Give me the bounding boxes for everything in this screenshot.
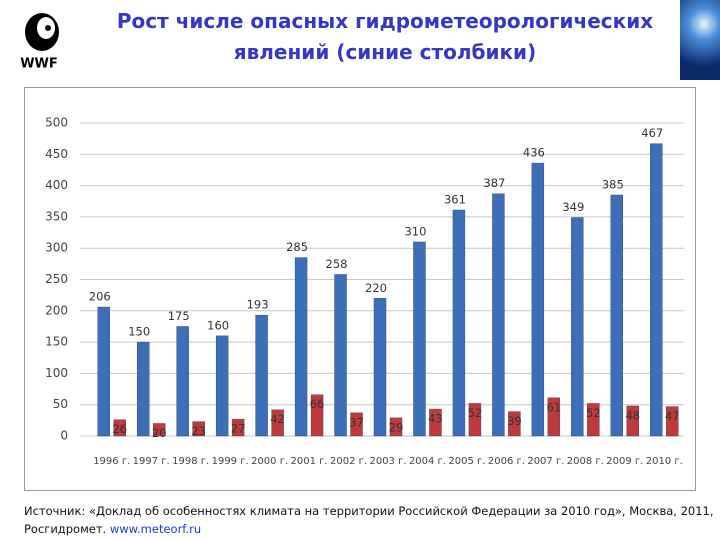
x-tick-label: 2006 г. bbox=[488, 456, 525, 467]
source-link[interactable]: www.meteorf.ru bbox=[109, 522, 202, 536]
x-tick-label: 2001 г. bbox=[291, 456, 328, 467]
y-tick-label: 250 bbox=[45, 272, 68, 286]
bar bbox=[373, 298, 387, 437]
bar bbox=[271, 409, 284, 437]
x-tick-label: 2005 г. bbox=[448, 456, 485, 467]
data-label: 42 bbox=[270, 412, 285, 426]
data-label: 385 bbox=[602, 177, 624, 191]
bar bbox=[587, 403, 600, 437]
data-label: 387 bbox=[483, 176, 505, 190]
bar bbox=[547, 397, 561, 437]
bar bbox=[468, 403, 482, 437]
data-label: 37 bbox=[349, 415, 364, 429]
y-tick-label: 350 bbox=[45, 209, 68, 223]
data-label: 43 bbox=[428, 412, 443, 426]
source-text: Источник: «Доклад об особенностях климат… bbox=[24, 504, 714, 536]
data-label: 26 bbox=[112, 422, 127, 436]
bar bbox=[650, 143, 663, 437]
y-tick-label: 50 bbox=[53, 397, 68, 411]
x-tick-label: 2003 г. bbox=[369, 456, 406, 467]
data-label: 467 bbox=[641, 126, 663, 140]
data-label: 29 bbox=[389, 420, 404, 434]
x-tick-label: 2009 г. bbox=[606, 456, 643, 467]
data-label: 220 bbox=[365, 281, 387, 295]
bar bbox=[176, 326, 189, 437]
data-label: 47 bbox=[665, 409, 680, 423]
x-tick-label: 2004 г. bbox=[409, 456, 446, 467]
data-label: 160 bbox=[207, 318, 229, 332]
x-tick-label: 1999 г. bbox=[212, 456, 249, 467]
bar bbox=[310, 394, 324, 437]
x-tick-label: 1996 г. bbox=[93, 456, 130, 467]
logo-panda-eye bbox=[45, 25, 51, 31]
y-tick-label: 400 bbox=[45, 178, 68, 192]
y-tick-label: 450 bbox=[45, 147, 68, 161]
y-tick-label: 200 bbox=[45, 303, 68, 317]
data-label: 285 bbox=[286, 240, 308, 254]
data-label: 61 bbox=[547, 400, 562, 414]
source: Источник: «Доклад об особенностях климат… bbox=[24, 502, 714, 538]
bar bbox=[192, 421, 205, 437]
data-label: 52 bbox=[586, 406, 601, 420]
bar bbox=[152, 423, 166, 437]
x-tick-label: 2002 г. bbox=[330, 456, 367, 467]
bar bbox=[231, 418, 245, 437]
y-tick-label: 150 bbox=[45, 335, 68, 349]
data-label: 23 bbox=[191, 424, 206, 438]
bar bbox=[136, 341, 150, 437]
y-tick-label: 100 bbox=[45, 366, 68, 380]
data-label: 150 bbox=[128, 325, 150, 339]
y-tick-label: 300 bbox=[45, 241, 68, 255]
logo: WWF bbox=[20, 13, 59, 72]
y-tick-label: 500 bbox=[45, 116, 68, 130]
data-label: 52 bbox=[468, 406, 483, 420]
slide-title: Рост числе опасных гидрометеорологически… bbox=[116, 9, 654, 64]
data-label: 20 bbox=[152, 426, 167, 440]
bar bbox=[255, 314, 268, 437]
bar bbox=[571, 217, 584, 437]
bar bbox=[334, 274, 347, 437]
bar bbox=[508, 411, 521, 437]
data-label: 39 bbox=[507, 414, 522, 428]
data-label: 436 bbox=[523, 146, 545, 160]
bar bbox=[413, 241, 426, 437]
data-label: 258 bbox=[326, 257, 348, 271]
bar bbox=[113, 419, 126, 437]
data-label: 206 bbox=[89, 290, 111, 304]
bar bbox=[610, 194, 623, 437]
bar bbox=[215, 335, 229, 437]
data-label: 310 bbox=[404, 224, 426, 238]
y-tick-label: 0 bbox=[60, 429, 68, 443]
data-label: 27 bbox=[231, 422, 246, 436]
data-label: 361 bbox=[444, 193, 466, 207]
x-tick-label: 2008 г. bbox=[567, 456, 604, 467]
data-label: 66 bbox=[310, 397, 325, 411]
logo-text: WWF bbox=[20, 57, 58, 72]
x-tick-label: 2000 г. bbox=[251, 456, 288, 467]
bar bbox=[97, 306, 110, 437]
corner-image bbox=[680, 0, 720, 80]
data-label: 193 bbox=[247, 298, 269, 312]
bar bbox=[531, 162, 545, 437]
data-label: 349 bbox=[562, 200, 584, 214]
bar bbox=[294, 257, 308, 437]
bar bbox=[429, 408, 442, 437]
data-label: 175 bbox=[168, 309, 190, 323]
bar bbox=[626, 405, 639, 437]
x-tick-label: 1997 г. bbox=[133, 456, 170, 467]
bar bbox=[389, 417, 403, 437]
x-tick-label: 2010 г. bbox=[646, 456, 683, 467]
x-tick-label: 1998 г. bbox=[172, 456, 209, 467]
bar bbox=[452, 209, 466, 437]
bar bbox=[492, 193, 505, 437]
bar bbox=[350, 412, 363, 437]
x-tick-label: 2007 г. bbox=[527, 456, 564, 467]
data-label: 48 bbox=[625, 408, 640, 422]
bar bbox=[666, 406, 679, 437]
